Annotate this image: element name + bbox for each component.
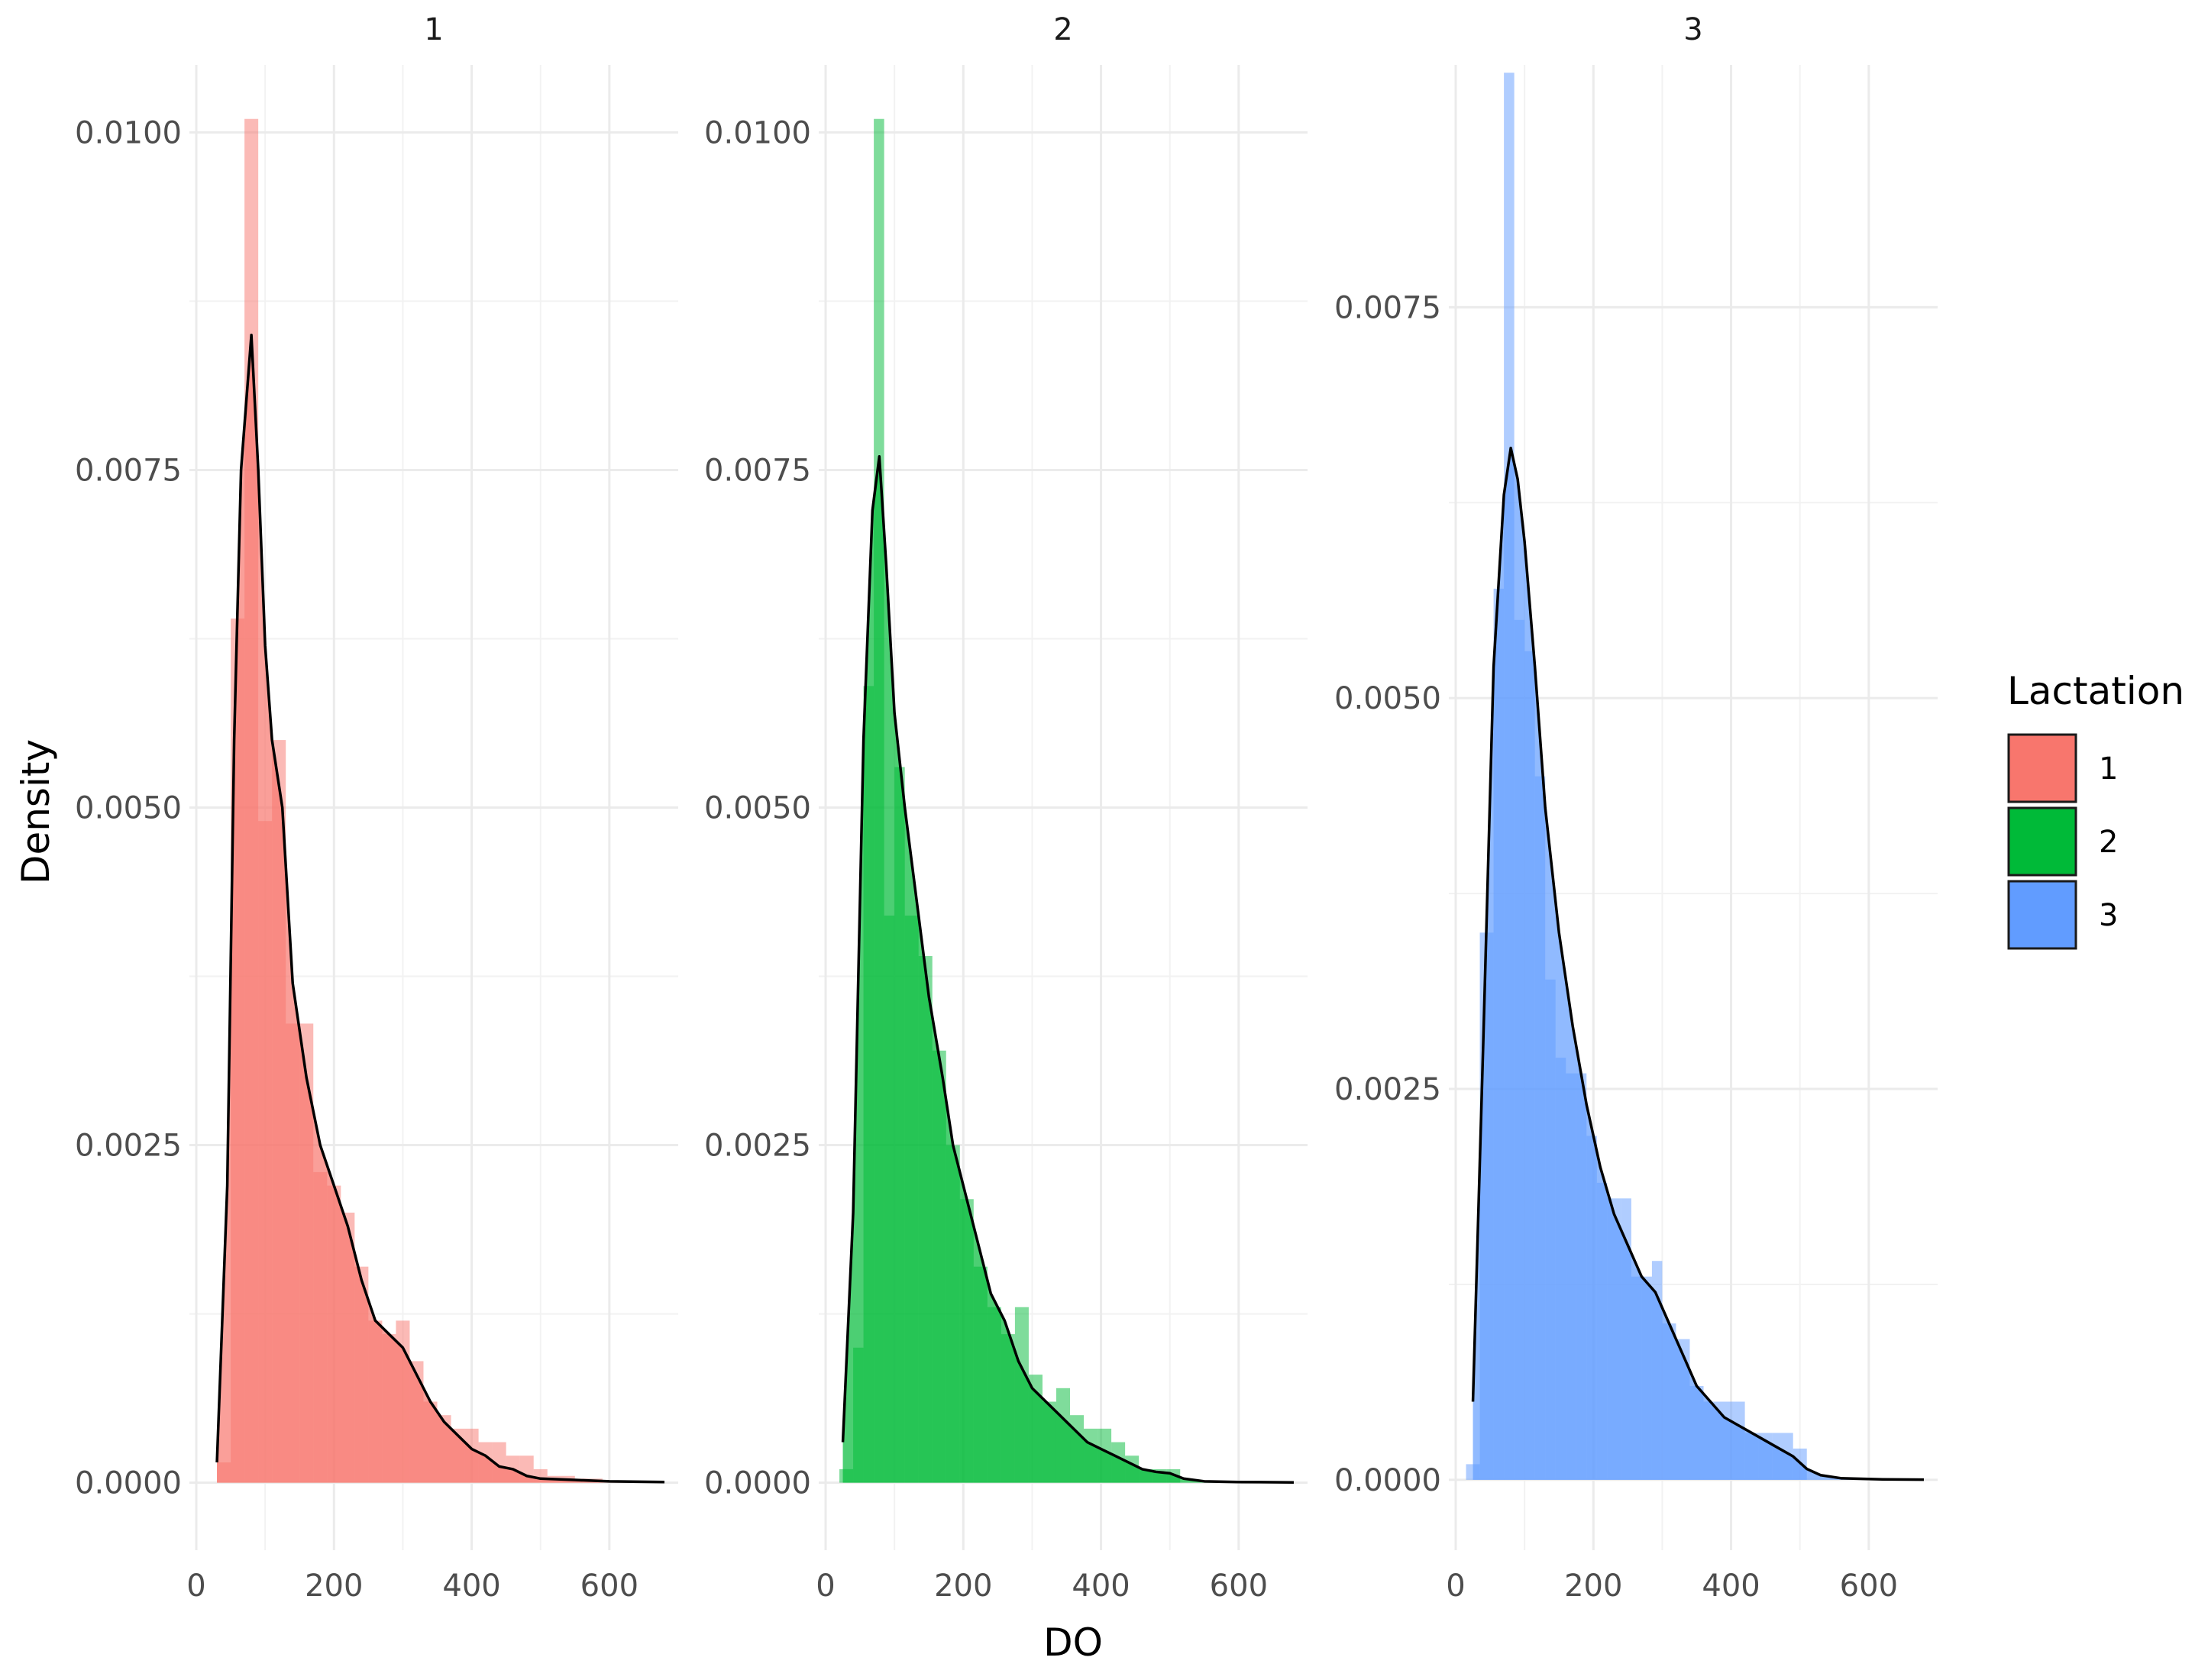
x-tick-label: 0	[816, 1569, 835, 1604]
legend-key-label: 3	[2099, 898, 2118, 933]
x-tick-label: 600	[1840, 1569, 1898, 1604]
x-tick-label: 200	[934, 1569, 992, 1604]
y-tick-label: 0.0025	[704, 1129, 811, 1164]
y-tick-label: 0.0050	[704, 791, 811, 826]
y-tick-label: 0.0075	[75, 453, 182, 488]
y-tick-label: 0.0050	[75, 791, 182, 826]
x-tick-label: 600	[580, 1569, 638, 1604]
legend-key-swatch	[2007, 733, 2077, 803]
facet-strip-label: 1	[424, 12, 443, 47]
density-curve	[841, 455, 1294, 1484]
facet-panel-1: 0.0000 0.0025 0.0050 0.0075 0.0100 0 200 400 600…	[75, 12, 678, 1604]
legend-key-label: 1	[2099, 751, 2118, 787]
x-tick-label: 400	[1072, 1569, 1130, 1604]
x-tick-label: 400	[1702, 1569, 1760, 1604]
legend-title: Lactation	[2007, 669, 2184, 713]
legend-key-swatch	[2007, 806, 2077, 877]
density-area	[217, 334, 664, 1483]
facet-panel-2: 0.0000 0.0025 0.0050 0.0075 0.0100 0 200 400 600…	[704, 12, 1308, 1604]
density-area	[842, 456, 1294, 1483]
y-tick-label: 0.0025	[1334, 1072, 1441, 1107]
y-tick-label: 0.0075	[704, 453, 811, 488]
density-curve	[215, 333, 664, 1484]
facet-panel-3: 0.0000 0.0025 0.0050 0.0075 0 200 400 600 3	[1334, 12, 1938, 1604]
y-tick-label: 0.0000	[75, 1466, 182, 1501]
facet-strip-label: 2	[1053, 12, 1072, 47]
x-tick-label: 200	[305, 1569, 363, 1604]
x-tick-label: 200	[1564, 1569, 1622, 1604]
legend-key-label: 2	[2099, 825, 2118, 860]
y-tick-label: 0.0100	[704, 115, 811, 150]
x-tick-label: 0	[1446, 1569, 1465, 1604]
x-tick-label: 600	[1210, 1569, 1268, 1604]
density-curve	[1471, 446, 1924, 1481]
facet-strip-label: 3	[1683, 12, 1702, 47]
y-tick-label: 0.0025	[75, 1129, 182, 1164]
x-tick-label: 400	[442, 1569, 500, 1604]
y-tick-label: 0.0000	[1334, 1463, 1441, 1498]
x-tick-label: 0	[186, 1569, 205, 1604]
density-area	[1473, 447, 1924, 1480]
legend-key-swatch	[2007, 880, 2077, 950]
y-tick-label: 0.0000	[704, 1466, 811, 1501]
y-tick-label: 0.0075	[1334, 290, 1441, 325]
y-axis-title: Density	[14, 739, 58, 884]
y-tick-label: 0.0100	[75, 115, 182, 150]
legend: Lactation 1 2 3	[2007, 669, 2184, 950]
x-axis-title: DO	[1043, 1620, 1103, 1665]
y-tick-label: 0.0050	[1334, 681, 1441, 716]
